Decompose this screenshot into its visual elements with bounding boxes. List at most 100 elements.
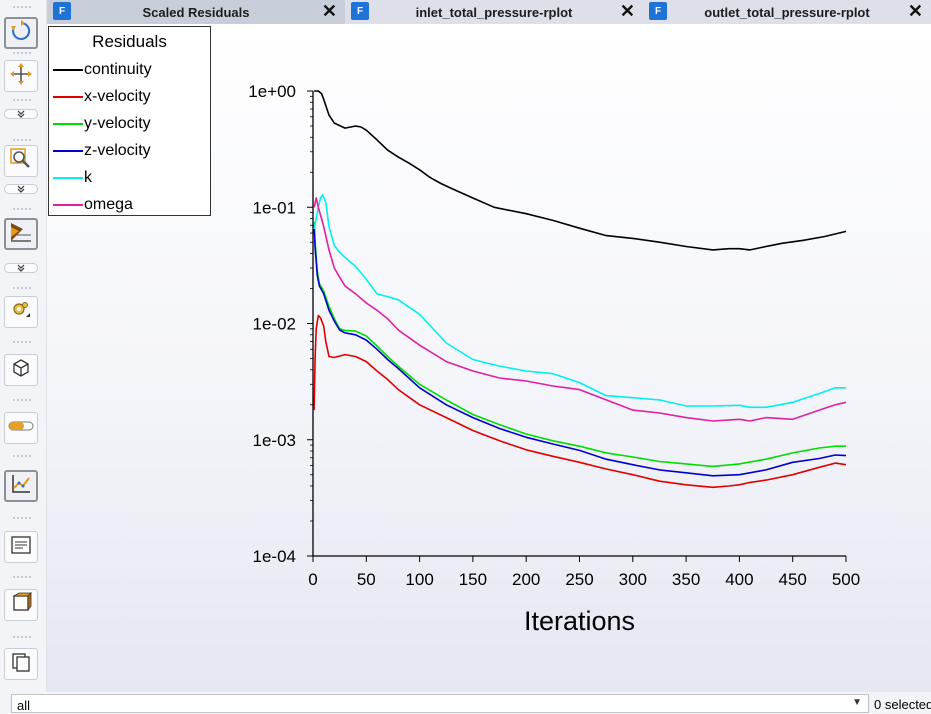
toolbar-grip[interactable] (12, 576, 32, 578)
x-tick-label: 450 (779, 570, 807, 589)
series-line-z-velocity (313, 225, 847, 477)
copy-button[interactable] (4, 648, 38, 680)
residuals-chart[interactable]: 1e+00 1e-01 1e-02 1e-03 1e-04 0 50 100 150 200 250… (47, 24, 931, 692)
legend-swatch (53, 204, 83, 206)
x-tick-label: 50 (357, 570, 376, 589)
legend-item-omega: omega (49, 194, 209, 216)
legend-label: omega (84, 196, 133, 213)
legend-swatch (53, 150, 83, 152)
tab-outlet-total-pressure-rplot[interactable]: F outlet_total_pressure-rplot ✕ (643, 0, 931, 24)
fluent-icon: F (351, 2, 369, 20)
legend[interactable]: Residuals continuity x-velocity y-veloci… (48, 26, 211, 216)
legend-item-k: k (49, 167, 209, 189)
x-tick-label: 200 (512, 570, 540, 589)
toolbar-grip[interactable] (12, 99, 32, 101)
legend-label: z-velocity (84, 142, 151, 159)
toolbar-grip[interactable] (12, 341, 32, 343)
close-icon[interactable]: ✕ (907, 1, 923, 21)
y-tick-label: 1e+00 (248, 82, 296, 101)
settings-button[interactable] (4, 296, 38, 328)
tab-scaled-residuals[interactable]: F Scaled Residuals ✕ (47, 0, 345, 24)
toolbar-grip[interactable] (12, 139, 32, 141)
toolbar-grip[interactable] (12, 208, 32, 210)
expand-icon (16, 105, 26, 123)
close-icon[interactable]: ✕ (321, 1, 337, 21)
settings-icon (10, 299, 32, 326)
series-line-y-velocity (313, 221, 846, 468)
tab-label: Scaled Residuals (142, 4, 250, 20)
expand-button[interactable] (4, 109, 38, 119)
zoom-button[interactable] (4, 145, 38, 177)
expand-button[interactable] (4, 263, 38, 273)
toolbar-grip[interactable] (12, 6, 32, 8)
legend-swatch (53, 123, 83, 125)
legend-title: Residuals (92, 32, 167, 51)
toolbar-grip[interactable] (12, 636, 32, 638)
x-axis-label: Iterations (524, 606, 635, 636)
copy-icon (10, 651, 32, 678)
legend-label: k (84, 169, 92, 186)
annotation-icon (10, 534, 32, 561)
legend-item-z-velocity: z-velocity (49, 140, 209, 162)
view-icon (10, 591, 32, 619)
tab-label: outlet_total_pressure-rplot (704, 4, 870, 20)
view-button[interactable] (4, 589, 38, 621)
slider-icon (8, 419, 34, 437)
slider-button[interactable] (4, 412, 38, 444)
pan-icon (10, 62, 32, 90)
x-tick-label: 500 (832, 570, 860, 589)
y-tick-label: 1e-03 (253, 431, 296, 450)
x-tick-label: 350 (672, 570, 700, 589)
toolbar-grip[interactable] (12, 517, 32, 519)
series-line-k (313, 194, 846, 409)
axes-icon (10, 473, 32, 500)
tab-inlet-total-pressure-rplot[interactable]: F inlet_total_pressure-rplot ✕ (345, 0, 643, 24)
x-tick-label: 250 (565, 570, 593, 589)
plot-area[interactable]: 1e+00 1e-01 1e-02 1e-03 1e-04 0 50 100 150 200 250… (47, 24, 931, 692)
annotation-button[interactable] (4, 531, 38, 563)
pan-button[interactable] (4, 60, 38, 92)
rotate-icon (10, 19, 32, 47)
zoom-icon (10, 147, 32, 175)
toolbar-grip[interactable] (12, 52, 32, 54)
legend-swatch (53, 96, 83, 98)
toolbar-grip[interactable] (12, 455, 32, 457)
cube-icon (10, 357, 32, 384)
dropdown-arrow-icon[interactable]: ▼ (852, 697, 862, 708)
fluent-icon: F (53, 2, 71, 20)
x-tick-label: 100 (405, 570, 433, 589)
series-line-omega (313, 197, 847, 422)
display-icon (9, 221, 33, 248)
filter-select[interactable]: all ▼ (11, 694, 869, 713)
filter-value: all (17, 698, 31, 713)
cube-button[interactable] (4, 354, 38, 386)
y-tick-label: 1e-04 (253, 547, 296, 566)
x-tick-label: 400 (725, 570, 753, 589)
legend-swatch (53, 69, 83, 71)
legend-label: x-velocity (84, 88, 151, 105)
legend-label: continuity (84, 61, 152, 78)
x-tick-label: 150 (459, 570, 487, 589)
legend-label: y-velocity (84, 115, 151, 132)
series-line-x-velocity (313, 314, 847, 489)
tab-label: inlet_total_pressure-rplot (415, 4, 573, 20)
legend-swatch (53, 177, 83, 179)
x-tick-label: 300 (619, 570, 647, 589)
legend-item-x-velocity: x-velocity (49, 86, 209, 108)
legend-item-continuity: continuity (49, 59, 209, 81)
y-tick-label: 1e-01 (253, 198, 296, 217)
expand-icon (16, 259, 26, 277)
expand-button[interactable] (4, 184, 38, 194)
toolbar-grip[interactable] (12, 399, 32, 401)
bottom-bar: all ▼ 0 selected (0, 692, 931, 714)
rotate-button[interactable] (4, 17, 38, 49)
fluent-icon: F (649, 2, 667, 20)
y-tick-label: 1e-02 (253, 315, 296, 334)
close-icon[interactable]: ✕ (619, 1, 635, 21)
selected-count: 0 selected (874, 697, 931, 712)
series-line-continuity (314, 90, 847, 251)
toolbar-grip[interactable] (12, 287, 32, 289)
display-button[interactable] (4, 218, 38, 250)
axes-button[interactable] (4, 470, 38, 502)
graphics-toolbar (0, 0, 47, 692)
